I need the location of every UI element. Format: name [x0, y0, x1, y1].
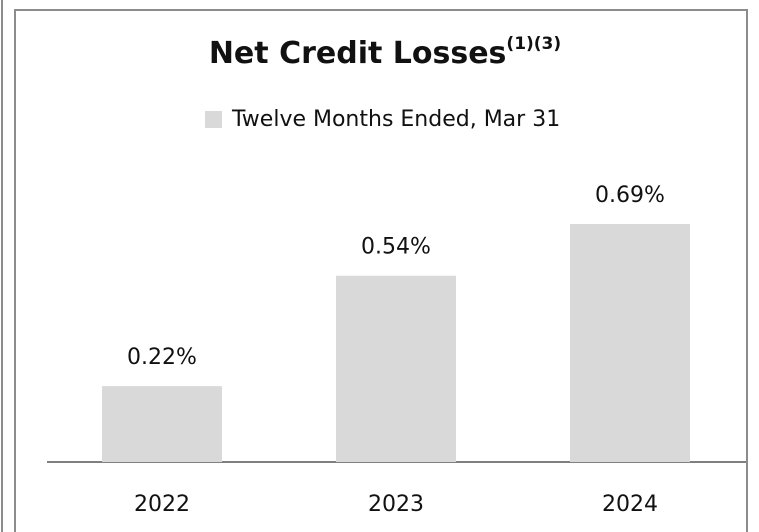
bar [570, 224, 690, 462]
x-tick-label: 2022 [134, 492, 190, 517]
x-tick-label: 2024 [602, 492, 658, 517]
title-text: Net Credit Losses [209, 36, 507, 71]
data-label: 0.69% [595, 183, 665, 208]
panel-border [14, 9, 748, 532]
data-label: 0.22% [127, 345, 197, 370]
title-note: (1)(3) [506, 34, 561, 54]
bar [102, 386, 222, 462]
bar [336, 275, 456, 462]
chart-title: Net Credit Losses(1)(3) [209, 34, 561, 71]
data-label: 0.54% [361, 235, 431, 260]
legend-swatch [205, 111, 222, 128]
legend-label: Twelve Months Ended, Mar 31 [231, 107, 560, 132]
x-tick-label: 2023 [368, 492, 424, 517]
